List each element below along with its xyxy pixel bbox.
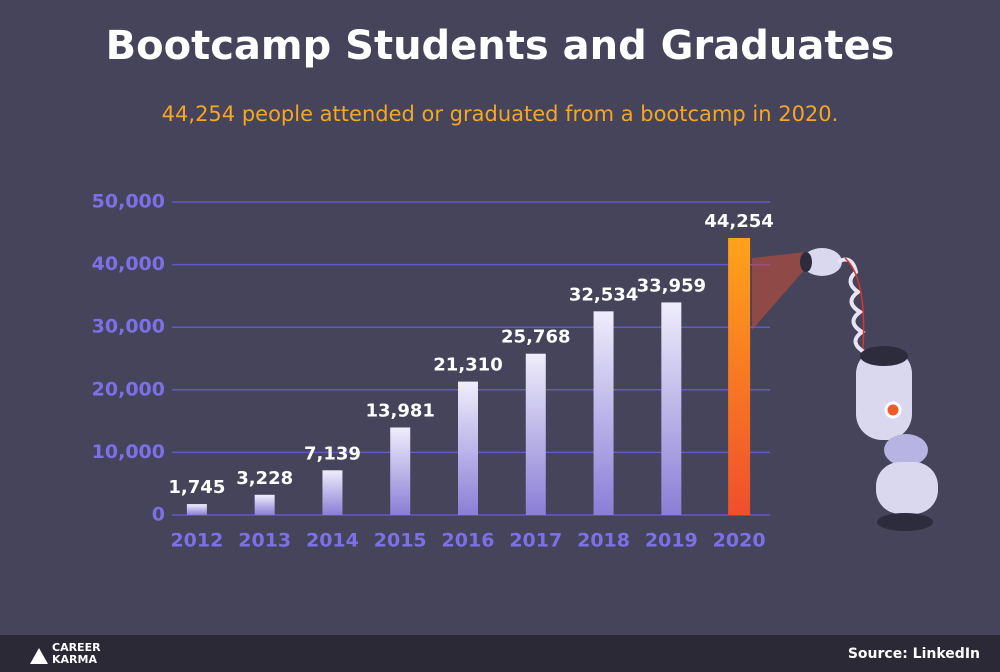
value-label: 44,254 [704, 211, 773, 232]
footer-bar [0, 635, 1000, 672]
x-tick-label: 2017 [509, 530, 562, 552]
bar [254, 494, 275, 515]
brand-line: CAREER [52, 641, 101, 654]
plot: 0 10,000 20,000 30,000 40,000 50,000 2012 1,745… [92, 191, 774, 552]
value-label: 25,768 [501, 327, 570, 348]
value-label: 7,139 [304, 443, 361, 464]
y-tick-label: 30,000 [92, 316, 165, 338]
x-tick-label: 2016 [442, 530, 495, 552]
bar [390, 427, 411, 515]
bar [661, 302, 682, 515]
y-tick-label: 20,000 [92, 378, 165, 400]
value-label: 32,534 [569, 284, 638, 305]
value-label: 1,745 [168, 477, 225, 498]
x-tick-label: 2018 [577, 530, 630, 552]
robot-illustration [752, 248, 938, 531]
chart-subtitle: 44,254 people attended or graduated from… [162, 102, 839, 126]
bar [186, 504, 207, 515]
value-label: 13,981 [365, 400, 434, 421]
x-tick-label: 2014 [306, 530, 359, 552]
bar [593, 311, 614, 515]
x-tick-label: 2015 [374, 530, 427, 552]
y-tick-label: 10,000 [92, 441, 165, 463]
bar [525, 353, 546, 515]
y-tick-label: 40,000 [92, 253, 165, 275]
source: Source: LinkedIn [848, 646, 980, 662]
value-label: 33,959 [637, 275, 706, 296]
x-tick-label: 2013 [238, 530, 291, 552]
y-tick-label: 50,000 [92, 191, 165, 213]
chart-title: Bootcamp Students and Graduates [106, 23, 895, 69]
x-tick-label: 2019 [645, 530, 698, 552]
bar [728, 237, 751, 515]
bar [322, 470, 343, 515]
logo-icon [30, 648, 48, 664]
x-tick-label: 2012 [170, 530, 223, 552]
y-tick-label: 0 [152, 504, 165, 526]
value-label: 21,310 [433, 355, 502, 376]
bar [458, 381, 478, 515]
brand-line: KARMA [52, 653, 97, 666]
x-tick-label: 2020 [713, 530, 766, 552]
value-label: 3,228 [236, 468, 293, 489]
